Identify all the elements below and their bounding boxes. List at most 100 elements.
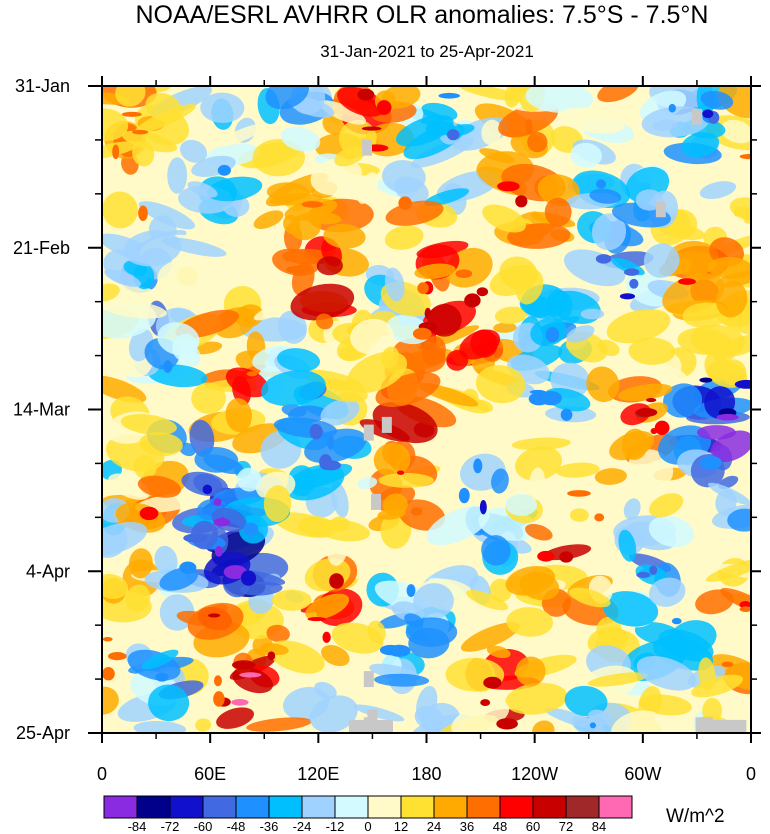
anomaly-core <box>217 164 231 176</box>
anomaly-blob <box>277 310 307 344</box>
anomaly-blob <box>157 259 210 295</box>
colorbar-swatch <box>103 795 138 819</box>
anomaly-blob <box>597 86 639 103</box>
anomaly-blob <box>618 529 637 562</box>
anomaly-core <box>716 413 739 421</box>
anomaly-core <box>545 326 560 343</box>
colorbar-label: 12 <box>394 819 408 834</box>
anomaly-blob <box>102 108 129 141</box>
anomaly-blob <box>320 398 360 426</box>
anomaly-blob <box>486 645 511 659</box>
anomaly-blob <box>663 383 703 418</box>
anomaly-blob <box>145 92 182 122</box>
anomaly-core <box>567 490 591 497</box>
anomaly-blob <box>323 223 366 249</box>
anomaly-core <box>213 691 225 707</box>
missing-data-patch <box>363 424 374 441</box>
anomaly-blob <box>246 717 312 732</box>
anomaly-blob <box>525 523 553 541</box>
colorbar-label: -72 <box>161 819 180 834</box>
anomaly-blob <box>519 571 560 601</box>
anomaly-core <box>619 293 636 300</box>
anomaly-blob <box>260 643 289 655</box>
y-axis: 31-Jan 21-Feb 14-Mar 4-Apr 25-Apr <box>13 76 761 743</box>
anomaly-core <box>480 699 491 706</box>
anomaly-blob <box>648 515 694 548</box>
anomaly-blob <box>271 589 312 611</box>
anomaly-blob <box>457 86 523 102</box>
colorbar-swatch <box>532 795 567 819</box>
anomaly-core <box>699 377 713 383</box>
missing-data-patch <box>371 493 382 510</box>
anomaly-core <box>671 617 682 625</box>
anomaly-blob <box>316 256 343 276</box>
anomaly-blob <box>707 256 751 279</box>
anomaly-blob <box>570 142 603 168</box>
anomaly-blob <box>727 508 751 532</box>
x-tick-label: 0 <box>746 764 756 784</box>
anomaly-core <box>497 181 520 192</box>
anomaly-core <box>559 551 574 563</box>
anomaly-core <box>734 379 751 389</box>
anomaly-core <box>309 423 323 440</box>
colorbar-swatch <box>367 795 402 819</box>
anomaly-blob <box>413 583 454 620</box>
anomaly-core <box>398 196 412 210</box>
missing-data-patch <box>348 719 393 733</box>
anomaly-blob <box>696 425 736 440</box>
anomaly-core <box>107 652 127 661</box>
anomaly-field <box>102 86 751 733</box>
anomaly-blob <box>193 473 223 495</box>
anomaly-core <box>223 565 248 580</box>
anomaly-core <box>132 129 149 135</box>
anomaly-core <box>417 282 429 294</box>
anomaly-blob <box>698 657 716 691</box>
anomaly-core <box>438 92 460 99</box>
plot-area <box>102 86 751 733</box>
anomaly-blob <box>125 584 151 613</box>
anomaly-core <box>529 389 546 395</box>
anomaly-blob <box>566 325 595 343</box>
anomaly-core <box>515 195 528 208</box>
anomaly-blob <box>481 119 502 146</box>
anomaly-blob <box>346 351 407 393</box>
anomaly-blob <box>137 475 182 498</box>
anomaly-core <box>231 698 249 706</box>
anomaly-blob <box>382 160 426 194</box>
anomaly-core <box>240 570 257 586</box>
anomaly-core <box>646 398 657 403</box>
anomaly-core <box>525 118 533 135</box>
colorbar-swatch <box>466 795 501 819</box>
colorbar-label: 24 <box>427 819 441 834</box>
anomaly-blob <box>621 428 648 461</box>
colorbar-label: 48 <box>493 819 507 834</box>
anomaly-blob <box>138 201 196 230</box>
anomaly-core <box>589 722 596 729</box>
anomaly-blob <box>102 191 138 229</box>
anomaly-blob <box>290 283 355 321</box>
anomaly-blob <box>511 437 571 451</box>
anomaly-core <box>246 371 258 377</box>
colorbar-label: -24 <box>293 819 312 834</box>
anomaly-blob <box>102 141 140 161</box>
anomaly-core <box>595 254 612 264</box>
anomaly-blob <box>505 493 538 516</box>
anomaly-core <box>361 126 382 131</box>
x-tick-label: 0 <box>97 764 107 784</box>
anomaly-blob <box>207 176 263 202</box>
anomaly-core <box>473 458 483 474</box>
anomaly-core <box>322 631 331 643</box>
anomaly-blob <box>216 707 254 729</box>
anomaly-blob <box>285 464 345 501</box>
anomaly-blob <box>234 304 264 328</box>
colorbar-swatch <box>499 795 534 819</box>
anomaly-blob <box>357 172 379 204</box>
anomaly-blob <box>479 148 515 164</box>
anomaly-core <box>528 392 550 406</box>
anomaly-blob <box>102 283 120 302</box>
anomaly-blob <box>139 432 183 457</box>
anomaly-blob <box>459 329 501 360</box>
anomaly-core <box>357 88 375 101</box>
anomaly-blob <box>108 473 151 500</box>
